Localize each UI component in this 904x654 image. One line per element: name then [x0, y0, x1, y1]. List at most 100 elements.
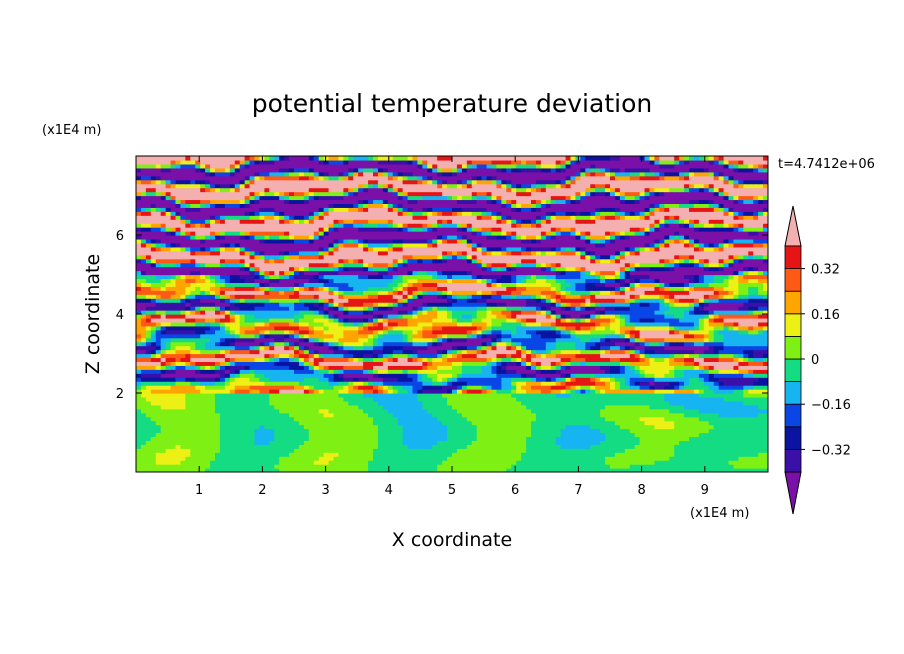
contour-cell — [713, 456, 720, 461]
contour-cell — [481, 464, 488, 469]
contour-cell — [624, 349, 631, 355]
contour-cell — [506, 353, 512, 359]
contour-cell — [387, 456, 394, 461]
contour-cell — [303, 448, 310, 453]
contour-cell — [679, 361, 685, 366]
contour-cell — [145, 365, 152, 370]
contour-cell — [377, 396, 384, 402]
contour-cell — [674, 440, 680, 445]
contour-cell — [659, 341, 665, 347]
contour-cell — [585, 456, 591, 461]
contour-cell — [491, 416, 498, 422]
contour-cell — [723, 353, 730, 359]
contour-cell — [254, 468, 261, 472]
contour-cell — [511, 428, 517, 434]
contour-cell — [639, 357, 646, 362]
contour-cell — [417, 369, 423, 374]
contour-cell — [229, 321, 236, 327]
contour-cell — [496, 408, 502, 414]
contour-cell — [363, 416, 369, 422]
contour-cell — [234, 385, 241, 390]
contour-cell — [649, 432, 656, 438]
contour-cell — [269, 337, 275, 343]
contour-cell — [392, 460, 399, 465]
contour-cell — [654, 444, 660, 449]
contour-cell — [466, 468, 473, 472]
contour-cell — [343, 369, 349, 374]
contour-cell — [377, 456, 384, 461]
contour-cell — [353, 452, 359, 457]
contour-cell — [234, 452, 241, 457]
contour-cell — [535, 416, 542, 422]
contour-cell — [516, 321, 522, 327]
contour-cell — [284, 365, 290, 370]
contour-cell — [501, 432, 507, 438]
contour-cell — [407, 357, 414, 362]
contour-cell — [422, 361, 428, 366]
contour-cell — [382, 400, 389, 406]
contour-cell — [521, 452, 527, 457]
contour-cell — [145, 349, 152, 355]
contour-cell — [659, 353, 665, 359]
contour-cell — [664, 444, 670, 449]
contour-cell — [575, 424, 581, 430]
contour-cell — [733, 361, 739, 366]
contour-cell — [614, 385, 621, 390]
contour-cell — [180, 440, 186, 445]
contour-cell — [496, 416, 502, 422]
contour-cell — [210, 377, 216, 382]
contour-cell — [758, 468, 764, 472]
contour-cell — [718, 365, 725, 370]
contour-cell — [674, 400, 680, 406]
contour-cell — [664, 436, 670, 441]
contour-cell — [294, 468, 300, 472]
contour-cell — [600, 396, 606, 402]
contour-cell — [466, 464, 473, 469]
contour-cell — [210, 345, 216, 351]
contour-cell — [264, 416, 270, 422]
contour-cell — [526, 345, 532, 351]
contour-cell — [402, 468, 409, 472]
contour-cell — [718, 468, 725, 472]
contour-cell — [353, 420, 359, 426]
contour-cell — [511, 321, 517, 327]
contour-cell — [338, 325, 344, 331]
contour-cell — [229, 400, 236, 406]
contour-cell — [649, 408, 656, 414]
contour-cell — [649, 325, 656, 331]
contour-cell — [580, 448, 586, 453]
contour-cell — [185, 365, 191, 370]
contour-cell — [175, 436, 182, 441]
contour-cell — [535, 389, 542, 394]
contour-cell — [244, 345, 251, 351]
contour-cell — [200, 361, 206, 366]
contour-cell — [585, 385, 591, 390]
contour-cell — [407, 345, 414, 351]
contour-cell — [224, 385, 231, 390]
contour-cell — [294, 444, 300, 449]
contour-cell — [353, 408, 359, 414]
contour-cell — [452, 448, 458, 453]
contour-cell — [155, 345, 162, 351]
contour-cell — [294, 317, 300, 323]
contour-cell — [447, 389, 453, 394]
contour-cell — [224, 325, 231, 331]
contour-cell — [575, 448, 581, 453]
contour-cell — [614, 436, 621, 441]
contour-cell — [160, 325, 167, 331]
contour-cell — [264, 381, 270, 386]
contour-cell — [160, 393, 167, 398]
contour-cell — [274, 333, 280, 339]
contour-cell — [689, 349, 695, 355]
contour-cell — [733, 440, 739, 445]
contour-cell — [456, 321, 463, 327]
contour-cell — [422, 325, 428, 331]
contour-cell — [743, 396, 749, 402]
contour-cell — [481, 337, 488, 343]
contour-cell — [289, 412, 295, 418]
contour-cell — [600, 432, 606, 438]
contour-cell — [140, 385, 147, 390]
contour-cell — [555, 464, 562, 469]
contour-cell — [629, 361, 636, 366]
contour-cell — [649, 456, 656, 461]
